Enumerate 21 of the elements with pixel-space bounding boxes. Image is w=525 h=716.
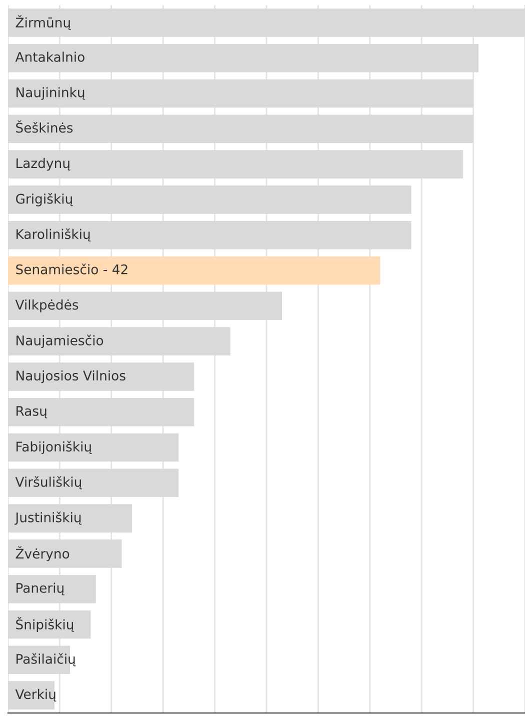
bar xyxy=(8,256,380,285)
y-tick-label: Naujamiesčio xyxy=(16,334,104,348)
y-tick-label: Žirmūnų xyxy=(16,15,71,30)
y-tick-label: Panerių xyxy=(16,582,64,596)
y-tick-label: Viršuliškių xyxy=(15,476,82,490)
y-tick-label: Pašilaičių xyxy=(16,653,76,666)
y-tick-label: Vilkpėdės xyxy=(15,300,78,312)
y-tick-label: Naujininkų xyxy=(16,87,86,100)
y-tick-label: Rasų xyxy=(16,406,48,418)
y-tick-label: Naujosios Vilnios xyxy=(16,370,126,384)
y-tick-label: Fabijoniškių xyxy=(16,440,92,454)
y-tick-label: Šeškinės xyxy=(16,120,73,133)
y-tick-label: Senamiesčio - 42 xyxy=(16,264,128,274)
y-tick-label: Grigiškių xyxy=(16,193,73,206)
y-tick-label: Justiniškių xyxy=(14,512,82,525)
y-tick-label: Lazdynų xyxy=(16,158,70,171)
y-tick-label: Antakalnio xyxy=(15,52,84,62)
y-tick-label: Karoliniškių xyxy=(16,228,91,242)
y-tick-label: Verkių xyxy=(15,688,56,702)
y-tick-label: Žvėryno xyxy=(16,546,70,562)
y-tick-label: Šnipiškių xyxy=(16,617,74,632)
